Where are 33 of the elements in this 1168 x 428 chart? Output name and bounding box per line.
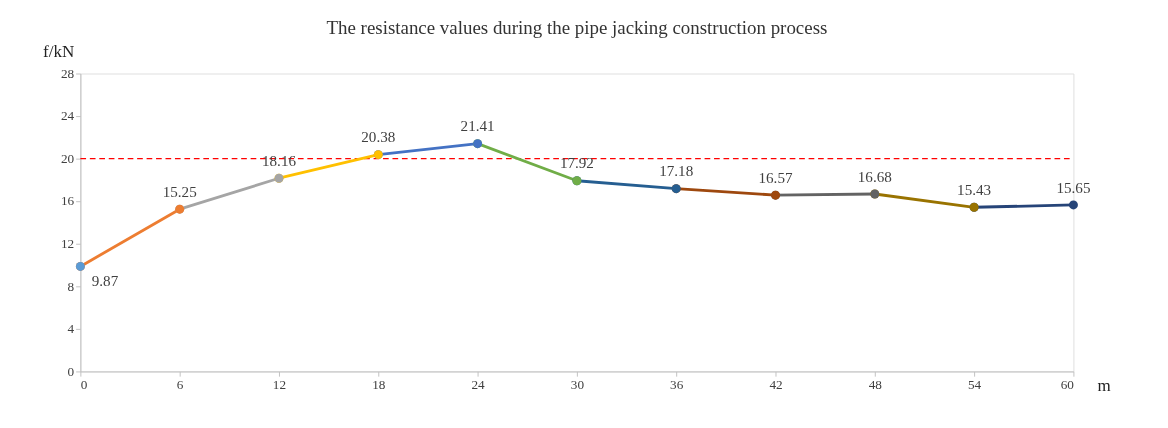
- data-label: 16.57: [758, 169, 793, 186]
- y-axis-title: f/kN: [43, 41, 75, 61]
- x-tick-label: 12: [272, 376, 287, 392]
- data-label: 21.41: [460, 118, 495, 135]
- y-tick-label: 28: [61, 65, 75, 81]
- chart-title: The resistance values during the pipe jacking construction process: [326, 16, 828, 38]
- x-tick-label: 54: [967, 376, 982, 392]
- data-label: 15.65: [1056, 179, 1091, 196]
- x-tick-label: 0: [80, 376, 88, 392]
- x-tick-label: 30: [570, 376, 585, 392]
- y-tick-label: 24: [61, 108, 75, 124]
- y-tick-label: 12: [61, 236, 75, 252]
- x-tick-label: 48: [868, 376, 883, 392]
- y-tick-label: 4: [67, 321, 75, 337]
- y-tick-label: 0: [67, 363, 75, 379]
- data-label: 15.43: [957, 181, 992, 198]
- data-label: 17.18: [659, 163, 694, 180]
- point: [1068, 200, 1078, 210]
- x-tick-label: 42: [769, 376, 783, 392]
- data-label: 9.87: [91, 273, 119, 290]
- y-tick-label: 8: [67, 278, 75, 294]
- y-tick-label: 20: [61, 150, 75, 166]
- data-label: 20.38: [361, 129, 396, 146]
- x-tick-label: 24: [471, 376, 486, 392]
- data-label: 15.25: [162, 183, 197, 200]
- data-label: 17.92: [559, 155, 594, 172]
- x-tick-label: 6: [176, 376, 184, 392]
- x-tick-label: 36: [670, 376, 684, 392]
- x-tick-label: 60: [1060, 376, 1075, 392]
- data-label: 16.68: [857, 168, 892, 185]
- x-tick-label: 18: [372, 376, 386, 392]
- y-tick-label: 16: [61, 193, 75, 209]
- x-axis-title: m: [1097, 375, 1111, 395]
